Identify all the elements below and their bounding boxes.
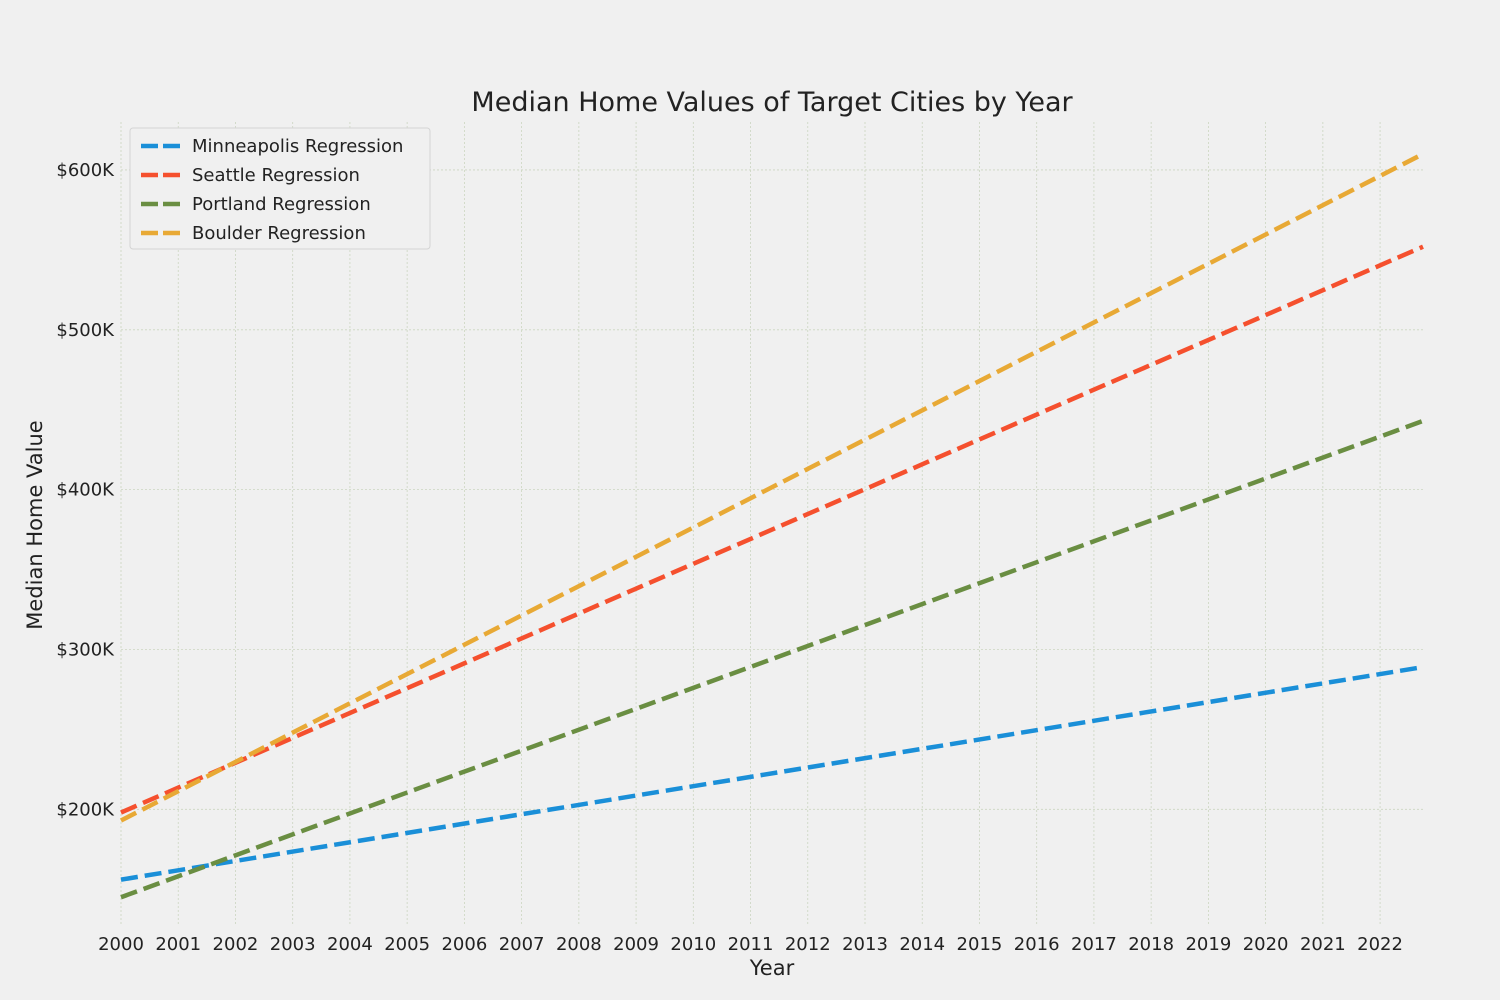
x-axis-label: Year: [749, 956, 795, 980]
x-tick-label: 2006: [441, 934, 487, 955]
y-tick-label: $300K: [56, 639, 115, 660]
x-tick-label: 2007: [499, 934, 545, 955]
x-tick-label: 2003: [270, 934, 316, 955]
x-tick-label: 2000: [98, 934, 144, 955]
y-tick-labels: $200K $300K $400K $500K $600K: [56, 160, 115, 820]
series-line-portland: [120, 418, 1424, 900]
x-tick-label: 2004: [327, 934, 373, 955]
x-tick-label: 2021: [1300, 934, 1346, 955]
y-tick-label: $500K: [56, 320, 115, 341]
legend-label: Seattle Regression: [192, 165, 360, 186]
series-line-seattle: [120, 244, 1424, 815]
y-tick-label: $400K: [56, 480, 115, 501]
x-tick-label: 2010: [670, 934, 716, 955]
y-axis-label: Median Home Value: [23, 420, 47, 629]
x-tick-label: 2015: [957, 934, 1003, 955]
legend-label: Boulder Regression: [192, 223, 366, 244]
x-tick-label: 2020: [1243, 934, 1289, 955]
x-tick-label: 2005: [384, 934, 430, 955]
x-tick-labels: 2000 2001 2002 2003 2004 2005 2006 2007 2008 2009…: [98, 934, 1403, 955]
y-tick-label: $200K: [56, 799, 115, 820]
x-tick-label: 2013: [842, 934, 888, 955]
legend-box: [129, 127, 431, 250]
y-tick-label: $600K: [56, 160, 115, 181]
x-tick-label: 2022: [1357, 934, 1403, 955]
x-tick-label: 2009: [613, 934, 659, 955]
series-lines: [119, 151, 1425, 900]
x-tick-label: 2014: [899, 934, 945, 955]
legend: Minneapolis Regression Seattle Regression…: [129, 127, 431, 250]
series-line-minneapolis: [120, 664, 1424, 882]
x-tick-label: 2019: [1185, 934, 1231, 955]
x-tick-label: 2001: [155, 934, 201, 955]
x-tick-label: 2016: [1014, 934, 1060, 955]
legend-label: Minneapolis Regression: [192, 136, 403, 157]
x-tick-label: 2002: [213, 934, 259, 955]
x-tick-label: 2012: [785, 934, 831, 955]
series-line-boulder: [119, 151, 1425, 823]
chart-title: Median Home Values of Target Cities by Y…: [471, 87, 1073, 118]
x-tick-label: 2008: [556, 934, 602, 955]
x-tick-label: 2018: [1128, 934, 1174, 955]
x-tick-label: 2017: [1071, 934, 1117, 955]
legend-label: Portland Regression: [192, 194, 371, 215]
x-tick-label: 2011: [728, 934, 774, 955]
